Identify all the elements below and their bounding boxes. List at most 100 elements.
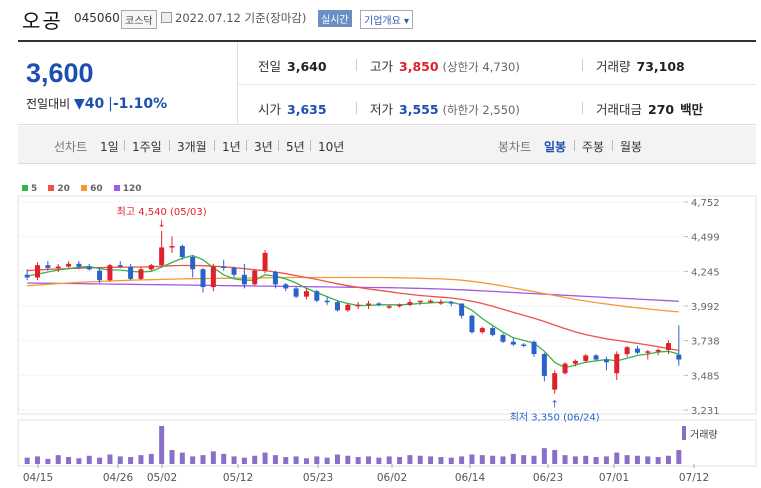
candle-body xyxy=(624,347,630,355)
candle-body xyxy=(397,304,403,307)
volume-bar xyxy=(252,455,258,464)
candle-body xyxy=(324,300,330,303)
tab-monthly[interactable]: 월봉 xyxy=(620,140,643,154)
candle-body xyxy=(459,303,465,316)
candle-body xyxy=(138,269,144,279)
candle-body xyxy=(614,354,620,374)
volume-bar xyxy=(117,456,123,464)
tab-1y[interactable]: 1년 xyxy=(222,140,241,154)
tab-daily[interactable]: 일봉 xyxy=(544,140,567,154)
candle-body xyxy=(500,334,506,342)
legend-swatch xyxy=(113,185,120,191)
divider xyxy=(356,59,357,71)
candle-body xyxy=(345,304,351,311)
legend-swatch xyxy=(22,185,28,191)
legend-swatch xyxy=(48,185,55,191)
candle-body xyxy=(386,306,392,308)
x-tick-label: 06/23 xyxy=(533,472,563,484)
market-badge: 코스닥 xyxy=(121,10,157,29)
candle-body xyxy=(303,291,309,297)
candle-body xyxy=(634,348,640,353)
volume-bar xyxy=(645,456,651,464)
ma20-line xyxy=(27,264,679,352)
volume-bar xyxy=(521,455,527,464)
candle-body xyxy=(241,274,247,285)
candle-body xyxy=(107,265,113,281)
candle-body xyxy=(314,291,320,301)
x-tick-label: 06/14 xyxy=(455,472,486,484)
stock-header: 오공 045060 코스닥 2022.07.12 기준(장마감) 실시간 기업개… xyxy=(0,0,761,36)
change-separator: | xyxy=(108,96,113,112)
high-value: 3,850 xyxy=(399,59,439,74)
x-tick-label: 04/15 xyxy=(23,472,53,484)
volume-bar xyxy=(24,457,30,464)
candle-body xyxy=(376,303,382,305)
tab-weekly[interactable]: 주봉 xyxy=(582,140,605,154)
y-tick-label: 4,752 xyxy=(691,198,720,209)
candle-body xyxy=(676,354,682,360)
amount-value: 270 xyxy=(648,102,675,117)
candle-body xyxy=(179,246,185,257)
volume-bar xyxy=(490,455,496,464)
tab-3y[interactable]: 3년 xyxy=(254,140,273,154)
divider xyxy=(582,59,583,71)
volume-bar xyxy=(448,457,454,464)
tab-5y[interactable]: 5년 xyxy=(286,140,305,154)
candle-body xyxy=(231,267,237,275)
change-label: 전일대비 xyxy=(26,97,71,111)
volume-bar xyxy=(428,456,434,464)
candle-body xyxy=(210,266,216,288)
company-overview-dropdown[interactable]: 기업개요 ▾ xyxy=(360,10,413,29)
volume-bar xyxy=(303,458,309,464)
volume-bar xyxy=(655,457,661,464)
volume-bar xyxy=(562,455,568,464)
candle-body xyxy=(252,270,258,285)
volume-bar xyxy=(417,455,423,464)
tab-divider xyxy=(124,140,125,151)
open-value: 3,635 xyxy=(287,102,327,117)
tab-1w[interactable]: 1주일 xyxy=(132,140,162,154)
volume-bar xyxy=(614,452,620,464)
volume-bar xyxy=(459,456,465,464)
candle-body xyxy=(334,302,340,311)
tab-divider xyxy=(214,140,215,151)
volume-bar xyxy=(583,455,589,464)
candle-body xyxy=(448,302,454,304)
candle-body xyxy=(221,266,227,269)
volume-bar xyxy=(438,457,444,464)
volume-bar xyxy=(531,455,537,464)
amount-stat: 거래대금 270 백만 xyxy=(596,99,703,118)
volume-bar xyxy=(148,453,154,464)
tab-3m[interactable]: 3개월 xyxy=(177,140,207,154)
legend-ma20: 20 xyxy=(48,184,70,194)
volume-bar xyxy=(541,448,547,464)
candle-body xyxy=(86,266,92,270)
candle-body xyxy=(55,266,61,269)
candle-body xyxy=(200,269,206,288)
volume-bar xyxy=(231,456,237,464)
candle-body xyxy=(469,315,475,333)
y-tick-label: 4,245 xyxy=(691,267,720,278)
candle-body xyxy=(117,265,123,267)
candle-body xyxy=(665,343,671,350)
candle-body xyxy=(35,265,41,278)
volume-bar xyxy=(469,454,475,464)
divider xyxy=(356,102,357,114)
candle-body xyxy=(479,328,485,333)
y-tick-label: 3,738 xyxy=(691,337,720,348)
tab-1d[interactable]: 1일 xyxy=(100,140,119,154)
low-value: 3,555 xyxy=(399,102,439,117)
candle-body xyxy=(128,266,134,279)
realtime-button[interactable]: 실시간 xyxy=(318,10,352,27)
tab-10y[interactable]: 10년 xyxy=(318,140,345,154)
ma60-line xyxy=(27,276,679,313)
candle-body xyxy=(562,363,568,374)
candle-body xyxy=(510,341,516,345)
volume-bar xyxy=(179,452,185,464)
legend-ma5: 5 xyxy=(22,184,37,194)
candle-chart-label: 봉차트 xyxy=(498,140,532,154)
volume-bar xyxy=(603,456,609,464)
tab-divider xyxy=(278,140,279,151)
ma5-line xyxy=(27,254,679,369)
